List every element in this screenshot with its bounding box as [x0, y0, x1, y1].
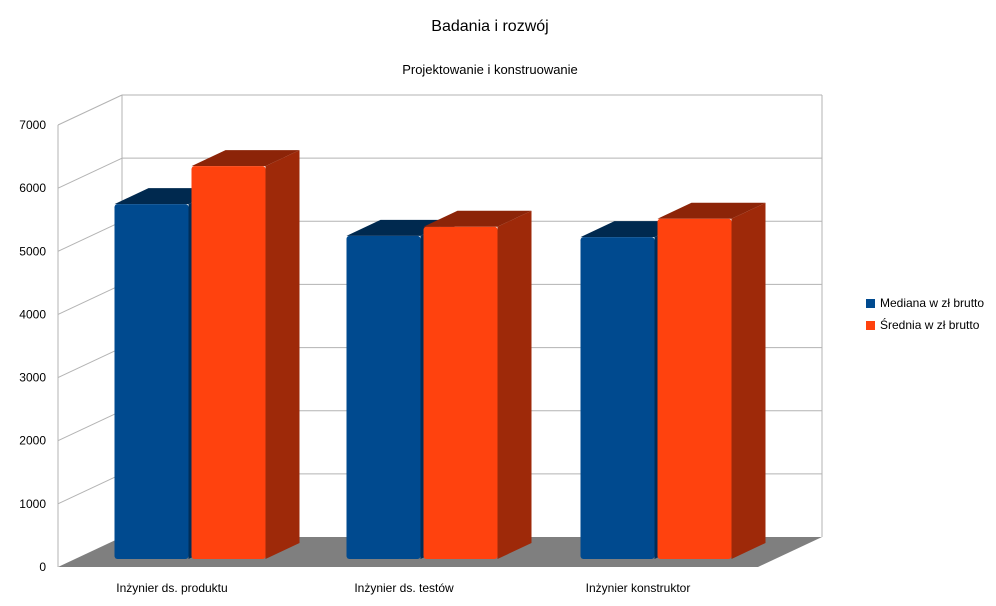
- bar-2-1: [191, 150, 300, 559]
- legend-swatch-series-2: [866, 320, 875, 330]
- legend-swatch-series-1: [866, 298, 875, 308]
- y-tick-label: 1000: [19, 497, 46, 511]
- gridline-side: [57, 94, 123, 126]
- bar-2-3: [657, 202, 766, 559]
- x-tick-label: Inżynier ds. produktu: [116, 581, 227, 595]
- legend: Mediana w zł brutto Średnia w zł brutto: [866, 292, 984, 336]
- bar-2-2: [423, 210, 532, 559]
- x-tick-label: Inżynier ds. testów: [354, 581, 454, 595]
- bar-front-face: [191, 166, 266, 559]
- bar-front-face: [423, 226, 498, 559]
- y-tick-label: 0: [39, 560, 46, 574]
- y-axis-ticks: 0 1000 2000 3000 4000 5000 6000 7000: [19, 118, 46, 574]
- legend-item-series-2: Średnia w zł brutto: [866, 314, 984, 336]
- bar-top-face: [191, 150, 300, 167]
- gridline-side: [57, 157, 123, 189]
- gridline-side: [57, 473, 123, 505]
- bar-front-face: [346, 235, 421, 559]
- gridline-side: [57, 347, 123, 379]
- y-tick-label: 3000: [19, 371, 46, 385]
- bar-top-face: [423, 210, 532, 227]
- y-tick-label: 5000: [19, 244, 46, 258]
- x-axis-ticks: Inżynier ds. produktu Inżynier ds. testów…: [116, 581, 690, 595]
- gridline-side: [57, 410, 123, 442]
- x-tick-label: Inżynier konstruktor: [586, 581, 691, 595]
- y-tick-label: 7000: [19, 118, 46, 132]
- gridline-side: [57, 220, 123, 252]
- bar-front-face: [657, 218, 732, 559]
- legend-label-series-2: Średnia w zł brutto: [880, 318, 980, 332]
- gridline-side: [57, 283, 123, 315]
- legend-item-series-1: Mediana w zł brutto: [866, 292, 984, 314]
- chart-subtitle: Projektowanie i konstruowanie: [402, 62, 578, 77]
- bar-top-face: [657, 202, 766, 219]
- y-tick-label: 4000: [19, 307, 46, 321]
- bar-side-face: [731, 202, 766, 559]
- bar-side-face: [265, 150, 300, 559]
- bar-side-face: [497, 210, 532, 559]
- bar-front-face: [114, 204, 189, 559]
- y-tick-label: 6000: [19, 181, 46, 195]
- y-tick-label: 2000: [19, 434, 46, 448]
- chart-title: Badania i rozwój: [431, 18, 549, 35]
- legend-label-series-1: Mediana w zł brutto: [880, 296, 985, 310]
- chart-bars: [114, 150, 766, 559]
- bar-front-face: [580, 237, 655, 559]
